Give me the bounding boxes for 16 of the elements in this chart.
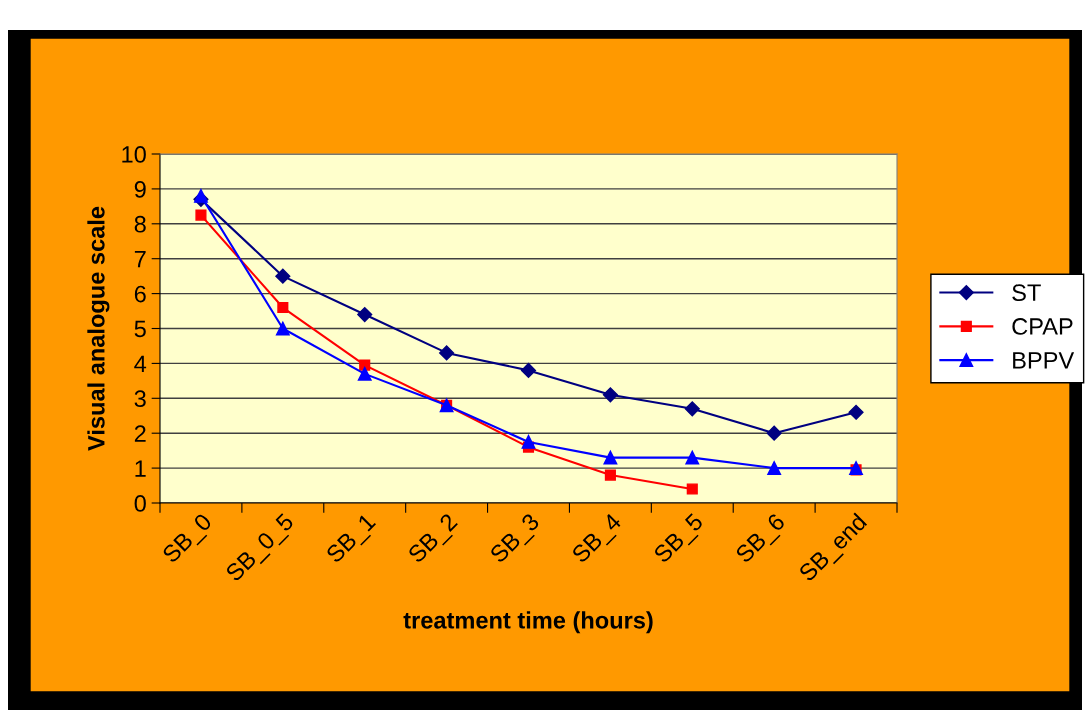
y-tick-label: 0 — [134, 495, 146, 512]
y-tick-label: 7 — [134, 251, 146, 268]
y-tick-label: 3 — [134, 390, 146, 408]
legend-label: BPPV — [1013, 352, 1075, 369]
y-tick-label: 5 — [134, 320, 146, 338]
y-axis-title: Visual analogue scale — [87, 206, 110, 451]
y-tick-label: 9 — [134, 180, 146, 198]
y-tick-label: 4 — [134, 355, 147, 372]
legend-label: ST — [1012, 284, 1041, 302]
y-tick-label: 2 — [134, 425, 146, 442]
y-tick-label: 6 — [134, 285, 146, 303]
x-axis-title: treatment time (hours) — [403, 611, 653, 634]
y-tick-label: 8 — [134, 215, 146, 233]
y-tick-label: 10 — [122, 146, 146, 163]
y-tick-label: 1 — [135, 460, 146, 477]
legend-label: CPAP — [1012, 318, 1073, 335]
